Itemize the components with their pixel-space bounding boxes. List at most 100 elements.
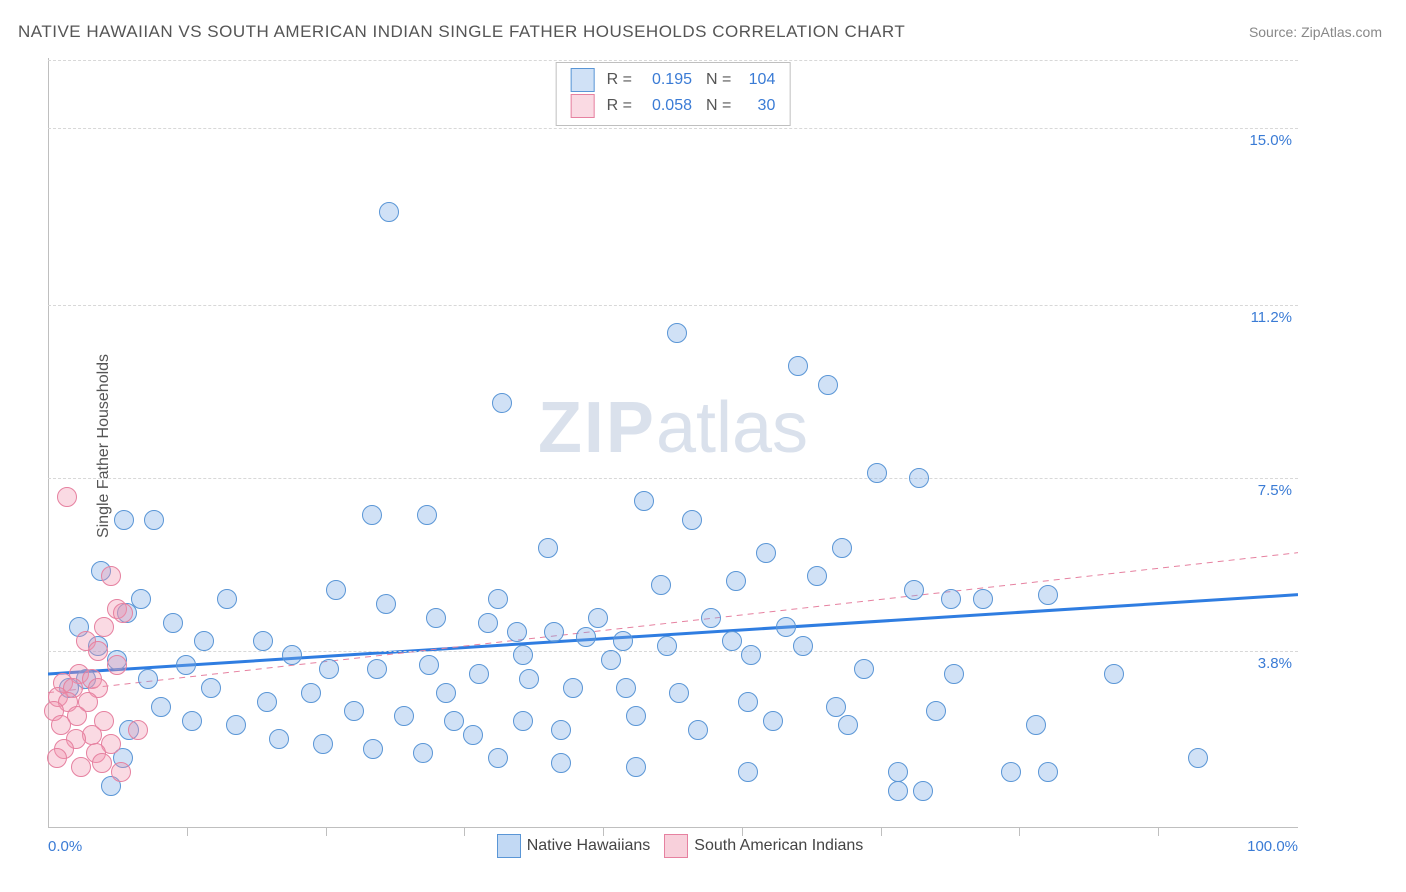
x-axis-line — [48, 827, 1298, 828]
scatter-point — [722, 631, 742, 651]
scatter-point — [701, 608, 721, 628]
scatter-point — [538, 538, 558, 558]
scatter-point — [563, 678, 583, 698]
scatter-point — [362, 505, 382, 525]
x-tick — [742, 828, 743, 836]
legend-swatch — [571, 94, 595, 118]
scatter-point — [426, 608, 446, 628]
scatter-point — [551, 720, 571, 740]
scatter-point — [726, 571, 746, 591]
scatter-point — [282, 645, 302, 665]
scatter-point — [738, 692, 758, 712]
scatter-point — [253, 631, 273, 651]
scatter-point — [838, 715, 858, 735]
scatter-point — [163, 613, 183, 633]
scatter-point — [463, 725, 483, 745]
stats-r-label: R = — [607, 71, 632, 88]
scatter-point — [576, 627, 596, 647]
scatter-point — [818, 375, 838, 395]
scatter-point — [217, 589, 237, 609]
plot-area: ZIPatlas R =0.195N =104R =0.058N =30 Nat… — [48, 58, 1298, 828]
scatter-point — [756, 543, 776, 563]
x-axis-label-right: 100.0% — [1247, 838, 1298, 855]
y-tick-label: 15.0% — [1249, 132, 1292, 149]
scatter-point — [131, 589, 151, 609]
watermark-bold: ZIP — [538, 388, 656, 468]
stats-r-value: 0.058 — [634, 93, 692, 119]
stats-n-label: N = — [706, 97, 731, 114]
scatter-point — [488, 589, 508, 609]
watermark: ZIPatlas — [538, 387, 808, 469]
legend-label: South American Indians — [694, 837, 863, 854]
scatter-point — [682, 510, 702, 530]
scatter-point — [1188, 748, 1208, 768]
scatter-point — [492, 393, 512, 413]
scatter-point — [92, 753, 112, 773]
scatter-point — [257, 692, 277, 712]
x-tick — [1158, 828, 1159, 836]
y-tick-label: 7.5% — [1258, 482, 1292, 499]
scatter-point — [111, 762, 131, 782]
scatter-point — [669, 683, 689, 703]
scatter-point — [657, 636, 677, 656]
scatter-point — [832, 538, 852, 558]
scatter-point — [776, 617, 796, 637]
scatter-point — [326, 580, 346, 600]
legend-swatch — [497, 834, 521, 858]
scatter-point — [909, 468, 929, 488]
scatter-point — [114, 510, 134, 530]
scatter-point — [413, 743, 433, 763]
scatter-point — [113, 603, 133, 623]
scatter-point — [88, 641, 108, 661]
scatter-point — [626, 706, 646, 726]
scatter-point — [144, 510, 164, 530]
scatter-point — [513, 711, 533, 731]
stats-row: R =0.058N =30 — [571, 93, 776, 119]
x-tick — [1019, 828, 1020, 836]
scatter-point — [176, 655, 196, 675]
stats-r-label: R = — [607, 97, 632, 114]
scatter-point — [1038, 762, 1058, 782]
scatter-point — [363, 739, 383, 759]
scatter-point — [763, 711, 783, 731]
scatter-point — [301, 683, 321, 703]
scatter-point — [888, 781, 908, 801]
scatter-point — [194, 631, 214, 651]
scatter-point — [444, 711, 464, 731]
scatter-point — [513, 645, 533, 665]
grid-line — [48, 128, 1298, 129]
watermark-rest: atlas — [656, 388, 808, 468]
scatter-point — [626, 757, 646, 777]
scatter-point — [888, 762, 908, 782]
scatter-point — [101, 566, 121, 586]
scatter-point — [613, 631, 633, 651]
grid-line — [48, 305, 1298, 306]
x-tick — [187, 828, 188, 836]
scatter-point — [138, 669, 158, 689]
scatter-point — [71, 757, 91, 777]
stats-r-value: 0.195 — [634, 67, 692, 93]
stats-n-value: 104 — [733, 67, 775, 93]
trend-lines-layer — [48, 58, 1298, 828]
scatter-point — [419, 655, 439, 675]
scatter-point — [788, 356, 808, 376]
scatter-point — [319, 659, 339, 679]
scatter-point — [1001, 762, 1021, 782]
stats-row: R =0.195N =104 — [571, 67, 776, 93]
scatter-point — [47, 748, 67, 768]
scatter-point — [588, 608, 608, 628]
scatter-point — [926, 701, 946, 721]
grid-line — [48, 60, 1298, 61]
scatter-point — [417, 505, 437, 525]
scatter-point — [854, 659, 874, 679]
scatter-point — [94, 617, 114, 637]
y-tick-label: 3.8% — [1258, 655, 1292, 672]
scatter-point — [519, 669, 539, 689]
scatter-point — [367, 659, 387, 679]
legend-swatch — [664, 834, 688, 858]
scatter-point — [551, 753, 571, 773]
x-tick — [464, 828, 465, 836]
legend-swatch — [571, 68, 595, 92]
bottom-legend: Native HawaiiansSouth American Indians — [48, 834, 1298, 858]
scatter-point — [376, 594, 396, 614]
